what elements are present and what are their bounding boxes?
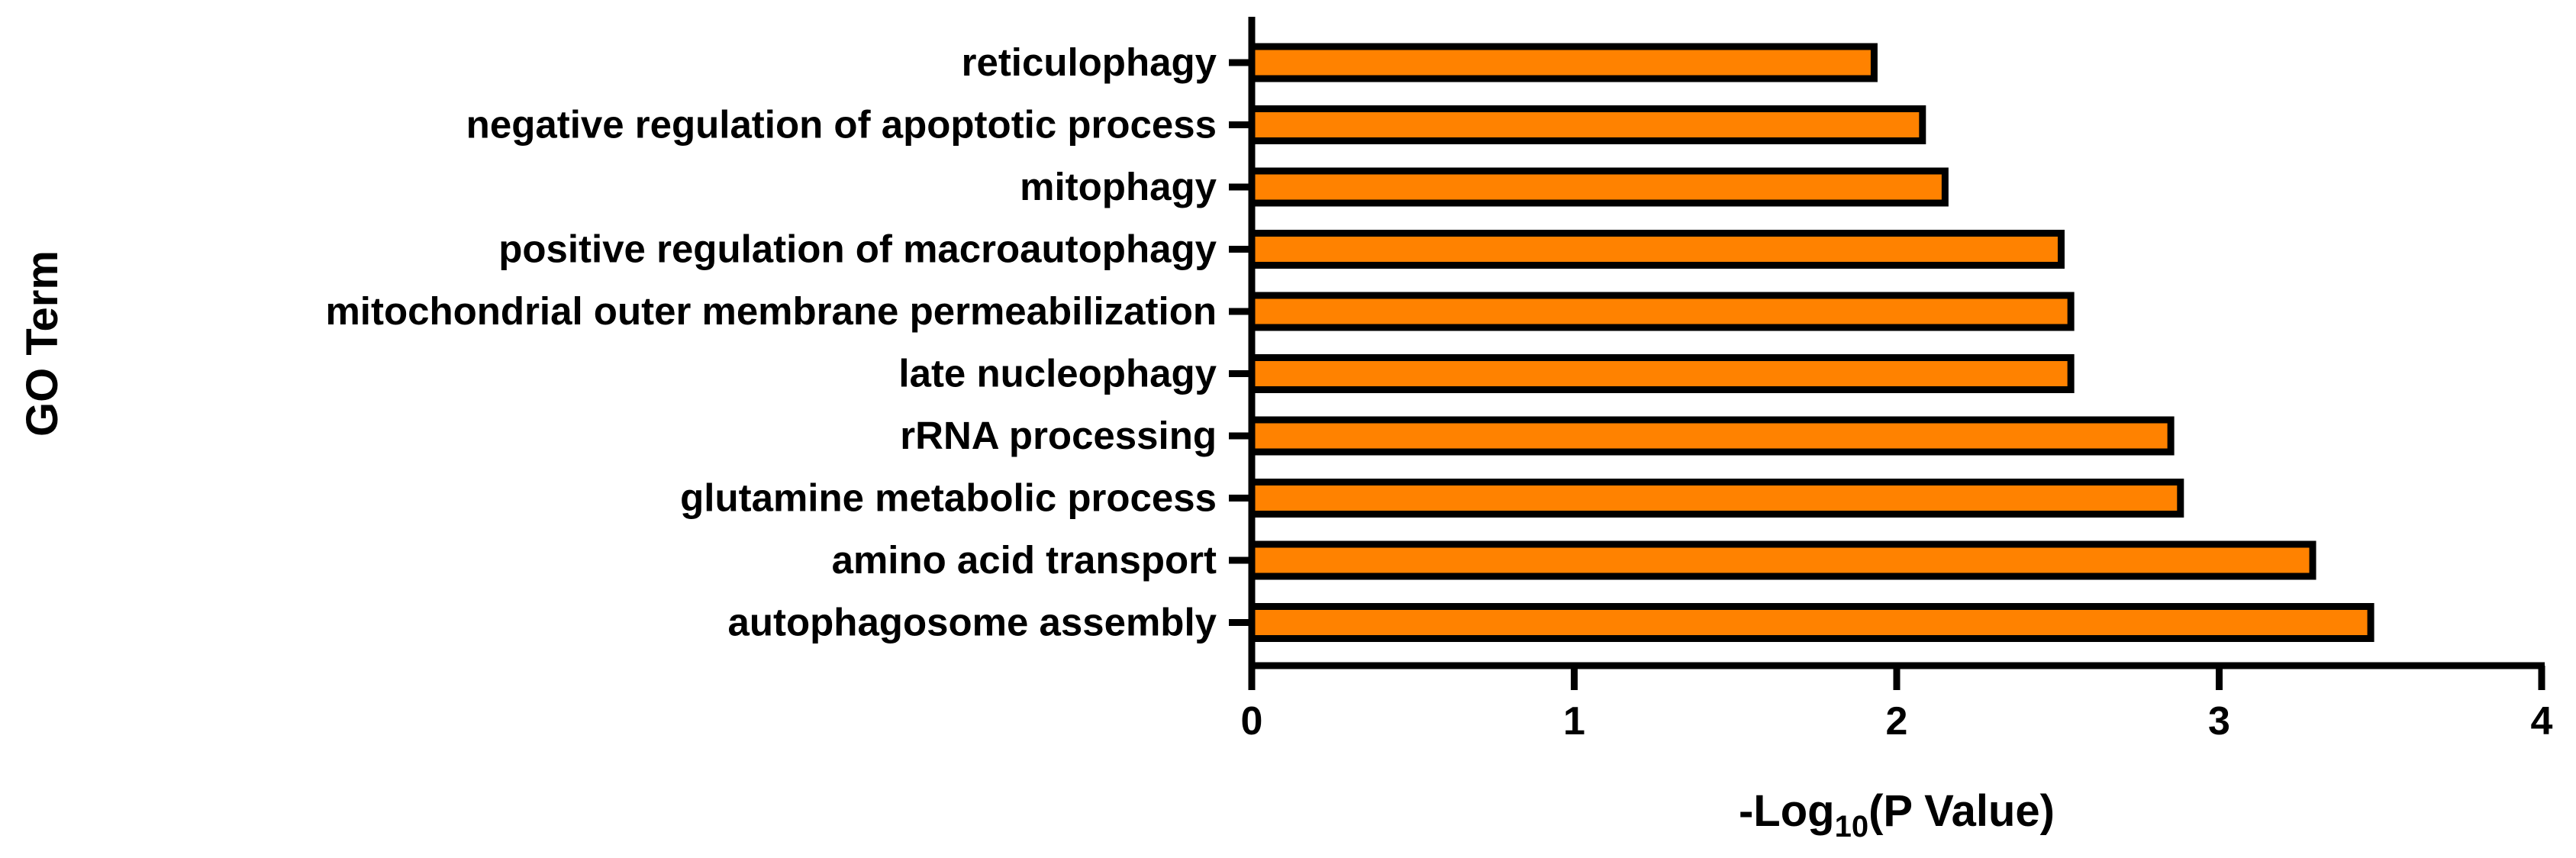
- bar: [1248, 540, 2316, 580]
- x-tick-label: 1: [1563, 699, 1585, 743]
- bar: [1248, 603, 2374, 642]
- y-tick-label: late nucleophagy: [898, 352, 1217, 395]
- y-tick-label: autophagosome assembly: [727, 601, 1217, 644]
- x-axis-title: -Log10(P Value): [1739, 786, 2055, 843]
- bar: [1248, 167, 1949, 207]
- bar: [1248, 416, 2175, 456]
- x-tick-label: 2: [1886, 699, 1908, 743]
- x-axis-title-subscript: 10: [1835, 810, 1869, 843]
- x-tick-label: 4: [2531, 699, 2553, 743]
- y-tick-label: negative regulation of apoptotic process: [466, 103, 1217, 147]
- y-tick-label: mitophagy: [1020, 165, 1217, 208]
- x-tick-label: 0: [1241, 699, 1263, 743]
- y-tick-label: mitochondrial outer membrane permeabiliz…: [325, 289, 1217, 333]
- y-tick-label: positive regulation of macroautophagy: [498, 227, 1217, 271]
- labels-layer: reticulophagy negative regulation of apop…: [18, 40, 2553, 843]
- y-axis-title: GO Term: [18, 250, 67, 437]
- bars-layer: [1248, 43, 2374, 642]
- bar: [1248, 43, 1878, 82]
- bar: [1248, 105, 1926, 144]
- bar: [1248, 479, 2184, 518]
- x-axis-title-suffix: (P Value): [1868, 786, 2055, 836]
- bar: [1248, 230, 2065, 269]
- x-axis-title-prefix: -Log: [1739, 786, 1835, 836]
- y-tick-label: reticulophagy: [962, 40, 1217, 84]
- y-tick-label: amino acid transport: [832, 538, 1217, 582]
- y-tick-label: glutamine metabolic process: [680, 476, 1217, 520]
- bar: [1248, 292, 2075, 331]
- bar: [1248, 354, 2075, 393]
- x-tick-label: 3: [2208, 699, 2230, 743]
- axes-layer: [1229, 17, 2545, 690]
- y-tick-label: rRNA processing: [900, 414, 1217, 457]
